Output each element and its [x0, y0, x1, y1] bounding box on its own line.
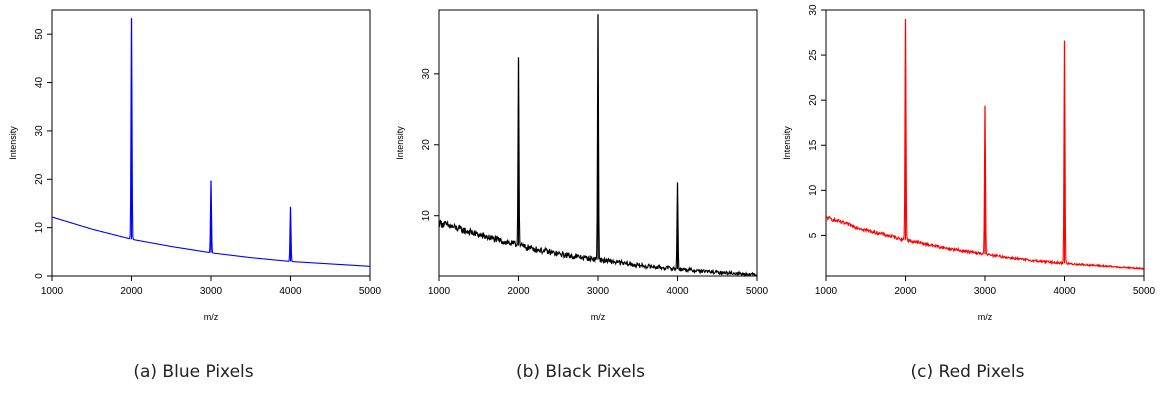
x-tick-label: 1000 [428, 286, 451, 297]
spectrum-series [51, 18, 371, 267]
x-tick-label: 4000 [666, 286, 689, 297]
y-tick-label: 40 [34, 77, 45, 89]
caption-c: (c) Red Pixels [910, 362, 1025, 382]
x-tick-label: 4000 [1053, 286, 1076, 297]
x-tick-label: 5000 [1133, 286, 1156, 297]
x-tick-label: 2000 [894, 286, 917, 297]
y-tick-label: 30 [34, 125, 45, 137]
caption-a: (a) Blue Pixels [133, 362, 254, 382]
x-tick-label: 5000 [746, 286, 769, 297]
x-tick-label: 3000 [974, 286, 997, 297]
y-tick-label: 10 [34, 222, 45, 234]
x-tick-label: 2000 [120, 286, 143, 297]
y-axis-label: Intensity [782, 126, 792, 160]
x-tick-label: 4000 [279, 286, 302, 297]
y-tick-label: 25 [808, 49, 819, 61]
y-tick-label: 20 [34, 173, 45, 185]
x-axis-label: m/z [978, 312, 993, 322]
caption-b: (b) Black Pixels [515, 362, 646, 382]
x-tick-label: 3000 [587, 286, 610, 297]
y-tick-label: 30 [421, 68, 432, 80]
x-tick-label: 1000 [41, 286, 64, 297]
y-tick-label: 20 [808, 94, 819, 106]
chart-c: 1000 2000 3000 4000 5000 5 10 15 20 25 30 m/z Intens… [782, 4, 1156, 322]
y-tick-label: 0 [34, 273, 45, 279]
y-tick-label: 30 [808, 4, 819, 16]
x-tick-label: 1000 [815, 286, 838, 297]
y-axis-label: Intensity [395, 126, 405, 160]
x-axis-label: m/z [591, 312, 606, 322]
x-tick-label: 3000 [200, 286, 223, 297]
panel-c: 1000 2000 3000 4000 5000 5 10 15 20 25 30 m/z Intens… [774, 0, 1161, 394]
x-tick-label: 2000 [507, 286, 530, 297]
x-tick-label: 5000 [359, 286, 382, 297]
chart-b: 1000 2000 3000 4000 5000 10 20 30 m/z Intensity [395, 9, 769, 322]
y-axis-label: Intensity [8, 126, 18, 160]
panel-b: 1000 2000 3000 4000 5000 10 20 30 m/z Intensity (… [387, 0, 774, 394]
y-tick-label: 10 [808, 184, 819, 196]
panel-a: 1000 2000 3000 4000 5000 0 10 20 30 40 50 m/z Intens… [0, 0, 387, 394]
y-tick-label: 10 [421, 210, 432, 222]
y-tick-label: 5 [808, 232, 819, 238]
x-axis-label: m/z [204, 312, 219, 322]
y-tick-label: 20 [421, 139, 432, 151]
y-tick-label: 15 [808, 139, 819, 151]
y-tick-label: 50 [34, 28, 45, 40]
chart-a: 1000 2000 3000 4000 5000 0 10 20 30 40 50 m/z Intens… [8, 9, 382, 322]
